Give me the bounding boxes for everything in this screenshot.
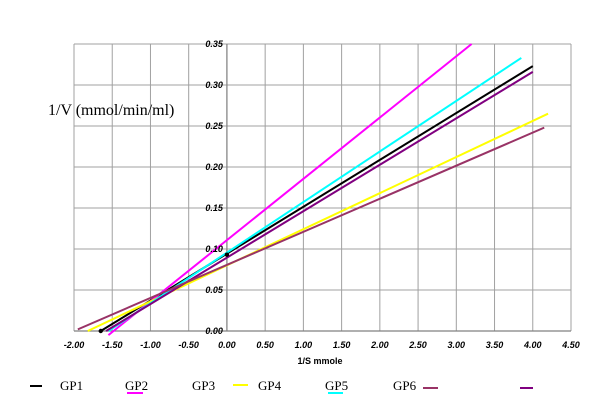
data-point-0 [98, 328, 103, 334]
plot-area [74, 44, 571, 331]
legend-label-gp2: GP2 [125, 378, 148, 393]
x-tick-label: -1.50 [102, 340, 123, 350]
x-tick-label: 3.50 [486, 340, 504, 350]
y-tick-labels: 0.00 0.05 0.10 0.15 0.20 0.25 0.30 0.35 [205, 39, 224, 336]
x-tick-label: 2.50 [408, 340, 427, 350]
x-tick-label: 0.00 [218, 340, 236, 350]
data-points [98, 252, 230, 334]
y-tick-label: 0.25 [205, 121, 224, 131]
y-axis-label: 1/V (mmol/min/ml) [48, 102, 174, 119]
y-tick-label: 0.00 [205, 326, 223, 336]
y-tick-label: 0.10 [205, 244, 223, 254]
grid [73, 43, 572, 332]
x-tick-label: -0.50 [178, 340, 199, 350]
x-tick-label: 0.50 [256, 340, 274, 350]
series-line-gp1 [100, 65, 534, 332]
legend-label-gp5: GP5 [325, 378, 348, 393]
series-lines [77, 43, 549, 336]
legend-label-gp6: GP6 [393, 378, 417, 393]
x-axis-label: 1/S mmole [297, 356, 342, 366]
x-tick-label: 1.00 [295, 340, 313, 350]
data-point-1 [224, 252, 230, 257]
legend-label-gp3: GP3 [192, 378, 215, 393]
x-tick-label: 4.00 [523, 340, 542, 350]
x-tick-label: 3.00 [448, 340, 466, 350]
x-tick-label: 4.50 [561, 340, 580, 350]
y-tick-label: 0.15 [205, 203, 224, 213]
legend-label-gp4: GP4 [258, 378, 282, 393]
series-line-gp2 [107, 43, 473, 336]
x-tick-label: 1.50 [333, 340, 351, 350]
x-tick-label: -1.00 [140, 340, 161, 350]
x-tick-label: 2.00 [370, 340, 389, 350]
series-line-gp5 [105, 71, 534, 332]
y-tick-label: 0.30 [205, 80, 223, 90]
series-line-gp6 [77, 126, 545, 331]
legend-label-gp1: GP1 [60, 378, 83, 393]
x-tick-label: -2.00 [64, 340, 85, 350]
y-tick-label: 0.20 [205, 162, 223, 172]
y-tick-label: 0.35 [205, 39, 224, 49]
y-tick-label: 0.05 [205, 285, 224, 295]
x-tick-labels: -2.00 -1.50 -1.00 -0.50 0.00 0.50 1.00 1.50 2.00… [64, 340, 580, 350]
legend: GP1 GP2 GP3 GP4 GP5 GP6 [30, 378, 533, 394]
